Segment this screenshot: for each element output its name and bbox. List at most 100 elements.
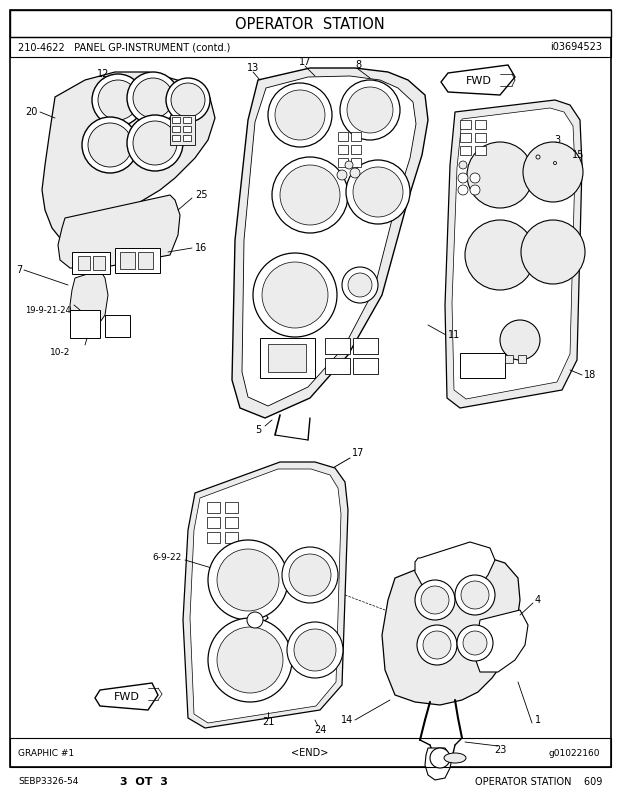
Circle shape bbox=[217, 549, 279, 611]
Text: GRAPHIC #1: GRAPHIC #1 bbox=[18, 749, 74, 758]
Circle shape bbox=[280, 165, 340, 225]
Circle shape bbox=[340, 80, 400, 140]
Circle shape bbox=[208, 540, 288, 620]
Text: 11: 11 bbox=[448, 330, 460, 340]
Circle shape bbox=[536, 155, 540, 159]
Text: g01022160: g01022160 bbox=[549, 749, 600, 758]
Text: 15: 15 bbox=[572, 150, 585, 160]
Polygon shape bbox=[452, 108, 575, 399]
Polygon shape bbox=[242, 76, 416, 406]
Polygon shape bbox=[70, 270, 108, 328]
Bar bbox=[115, 248, 160, 273]
Bar bbox=[10, 10, 611, 37]
Circle shape bbox=[171, 83, 205, 117]
Circle shape bbox=[287, 622, 343, 678]
Text: 17: 17 bbox=[299, 57, 311, 67]
Bar bbox=[460, 120, 471, 129]
Circle shape bbox=[268, 83, 332, 147]
Text: 24: 24 bbox=[314, 725, 326, 735]
Circle shape bbox=[470, 173, 480, 183]
Polygon shape bbox=[415, 542, 495, 595]
Text: 17: 17 bbox=[352, 448, 364, 458]
Circle shape bbox=[82, 117, 138, 173]
Text: i03694523: i03694523 bbox=[550, 42, 602, 52]
Polygon shape bbox=[190, 469, 341, 723]
Circle shape bbox=[98, 80, 138, 120]
Text: 10-2: 10-2 bbox=[50, 348, 70, 357]
Bar bbox=[475, 146, 486, 155]
Polygon shape bbox=[232, 68, 428, 418]
Text: 19-9-21-24: 19-9-21-24 bbox=[25, 306, 71, 315]
Circle shape bbox=[208, 618, 292, 702]
Bar bbox=[225, 502, 238, 513]
Bar bbox=[338, 158, 348, 167]
Circle shape bbox=[458, 185, 468, 195]
Text: 20: 20 bbox=[26, 107, 38, 117]
Bar bbox=[225, 517, 238, 528]
Polygon shape bbox=[475, 610, 528, 672]
Bar bbox=[325, 338, 350, 354]
Text: FWD: FWD bbox=[466, 76, 492, 86]
Circle shape bbox=[346, 160, 410, 224]
Circle shape bbox=[133, 121, 177, 165]
Circle shape bbox=[217, 627, 283, 693]
Circle shape bbox=[423, 631, 451, 659]
Text: 23: 23 bbox=[494, 745, 506, 755]
Bar bbox=[460, 146, 471, 155]
Polygon shape bbox=[183, 462, 348, 728]
Polygon shape bbox=[58, 195, 180, 268]
Circle shape bbox=[457, 625, 493, 661]
Circle shape bbox=[430, 748, 450, 768]
Circle shape bbox=[421, 586, 449, 614]
Text: 21: 21 bbox=[262, 717, 274, 727]
Bar bbox=[207, 532, 220, 543]
Circle shape bbox=[275, 90, 325, 140]
Circle shape bbox=[133, 78, 173, 118]
Bar bbox=[353, 358, 378, 374]
Text: 13: 13 bbox=[247, 63, 259, 73]
Circle shape bbox=[465, 220, 535, 290]
Bar bbox=[475, 120, 486, 129]
Polygon shape bbox=[441, 65, 515, 95]
Circle shape bbox=[458, 173, 468, 183]
Bar bbox=[183, 135, 191, 141]
Bar bbox=[353, 338, 378, 354]
Circle shape bbox=[127, 115, 183, 171]
Bar bbox=[78, 256, 90, 270]
Text: 3  OT  3: 3 OT 3 bbox=[120, 777, 168, 787]
Circle shape bbox=[350, 168, 360, 178]
Circle shape bbox=[455, 575, 495, 615]
Circle shape bbox=[467, 142, 533, 208]
Bar bbox=[268, 344, 306, 372]
Bar bbox=[518, 355, 526, 363]
Circle shape bbox=[337, 170, 347, 180]
Circle shape bbox=[521, 220, 585, 284]
Text: 4: 4 bbox=[535, 595, 541, 605]
Bar bbox=[183, 126, 191, 132]
Text: 5: 5 bbox=[255, 425, 261, 435]
Text: 25: 25 bbox=[195, 190, 208, 200]
Bar bbox=[207, 517, 220, 528]
Polygon shape bbox=[425, 748, 452, 780]
Circle shape bbox=[347, 87, 393, 133]
Bar bbox=[138, 252, 153, 269]
Polygon shape bbox=[445, 100, 582, 408]
Circle shape bbox=[470, 185, 480, 195]
Circle shape bbox=[463, 631, 487, 655]
Circle shape bbox=[92, 74, 144, 126]
Bar bbox=[183, 117, 191, 123]
Circle shape bbox=[523, 142, 583, 202]
Circle shape bbox=[417, 625, 457, 665]
Bar bbox=[325, 358, 350, 374]
Bar bbox=[338, 132, 348, 141]
Bar bbox=[93, 256, 105, 270]
Bar bbox=[351, 145, 361, 154]
Bar bbox=[475, 133, 486, 142]
Bar bbox=[225, 532, 238, 543]
Bar bbox=[172, 135, 180, 141]
Text: FWD: FWD bbox=[114, 692, 140, 702]
Circle shape bbox=[500, 320, 540, 360]
Text: 7: 7 bbox=[16, 265, 22, 275]
Circle shape bbox=[127, 72, 179, 124]
Bar bbox=[120, 252, 135, 269]
